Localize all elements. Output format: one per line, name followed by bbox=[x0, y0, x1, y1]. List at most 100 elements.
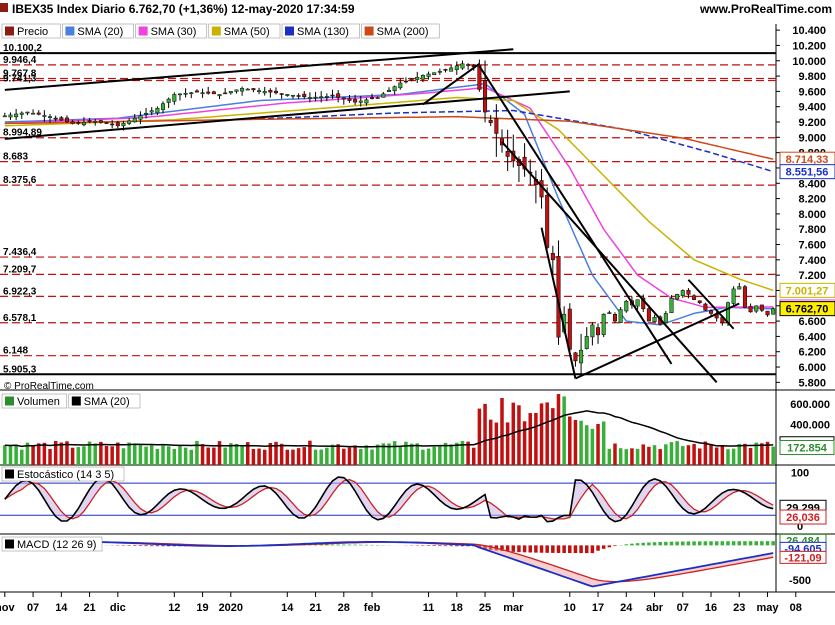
price-tick-label: 9.000 bbox=[798, 132, 826, 144]
volume-bar bbox=[399, 447, 403, 465]
price-tick-label: 7.600 bbox=[798, 240, 826, 252]
price-level-label: 7.436,4 bbox=[3, 247, 37, 258]
volume-bar bbox=[534, 413, 538, 465]
volume-bar bbox=[133, 445, 137, 465]
candle bbox=[625, 300, 629, 313]
price-tick-label: 9.400 bbox=[798, 102, 826, 114]
volume-bar bbox=[483, 404, 487, 465]
volume-bar bbox=[37, 443, 41, 465]
volume-bar bbox=[173, 449, 177, 465]
price-tick-label: 10.400 bbox=[792, 25, 826, 37]
volume-bar bbox=[167, 446, 171, 465]
volume-bar bbox=[99, 442, 103, 465]
volume-bar bbox=[608, 449, 612, 465]
price-level-label: 8.683 bbox=[3, 152, 28, 163]
macd-histogram-bar bbox=[432, 545, 436, 546]
price-level-label: 6.578,1 bbox=[3, 313, 37, 324]
volume-bar bbox=[506, 422, 510, 465]
volume-bar bbox=[625, 449, 629, 465]
price-level-label: 5.905,3 bbox=[3, 364, 37, 375]
macd-histogram-bar bbox=[726, 541, 730, 545]
volume-bar bbox=[190, 450, 194, 465]
x-tick-label: 23 bbox=[733, 602, 745, 614]
price-tick-label: 10.000 bbox=[792, 56, 826, 68]
volume-bar bbox=[602, 421, 606, 465]
chart-title: IBEX35 Index Diario 6.762,70 (+1,36%) 12… bbox=[12, 2, 355, 16]
volume-bar bbox=[370, 450, 374, 465]
price-tick-label: 7.800 bbox=[798, 224, 826, 236]
copyright-label: © ProRealTime.com bbox=[4, 381, 94, 392]
price-legend-item: SMA (30) bbox=[136, 24, 207, 38]
candle bbox=[743, 285, 747, 308]
volume-bar bbox=[692, 444, 696, 465]
volume-bar bbox=[410, 444, 414, 465]
svg-text:172.854: 172.854 bbox=[787, 442, 828, 454]
x-tick-label: 21 bbox=[83, 602, 95, 614]
price-tick-label: 6.000 bbox=[798, 362, 826, 374]
macd-histogram-bar bbox=[653, 542, 657, 545]
macd-histogram-bar bbox=[359, 545, 363, 546]
volume-bar bbox=[314, 450, 318, 465]
volume-bar bbox=[235, 444, 239, 465]
volume-bar bbox=[495, 423, 499, 465]
macd-histogram-bar bbox=[156, 545, 160, 546]
volume-bar bbox=[585, 425, 589, 465]
macd-histogram-bar bbox=[636, 543, 640, 545]
price-badge: 7.001,27 bbox=[780, 283, 835, 297]
volume-bar bbox=[195, 441, 199, 465]
price-legend-item: SMA (200) bbox=[362, 24, 440, 38]
volume-bar bbox=[286, 450, 290, 465]
volume-bar bbox=[771, 447, 775, 465]
volume-bar bbox=[291, 450, 295, 465]
volume-bar bbox=[263, 450, 267, 465]
volume-bar bbox=[704, 441, 708, 465]
macd-histogram-bar bbox=[675, 542, 679, 546]
volume-bar bbox=[551, 408, 555, 465]
volume-bar bbox=[749, 448, 753, 465]
macd-histogram-bar bbox=[133, 545, 137, 546]
price-badge: 8.714,33 bbox=[780, 152, 835, 166]
macd-histogram-bar bbox=[647, 542, 651, 545]
volume-bar bbox=[557, 394, 561, 465]
volume-bar bbox=[212, 448, 216, 465]
price-level-label: 8.375,6 bbox=[3, 175, 37, 186]
macd-histogram-bar bbox=[760, 541, 764, 545]
macd-histogram-bar bbox=[342, 545, 346, 546]
price-tick-label: 6.400 bbox=[798, 331, 826, 343]
price-level-label: 9.741,3 bbox=[3, 74, 37, 85]
svg-text:SMA (50): SMA (50) bbox=[224, 26, 270, 38]
volume-bar bbox=[359, 449, 363, 465]
volume-bar bbox=[568, 417, 572, 465]
volume-bar bbox=[297, 448, 301, 465]
volume-bar bbox=[664, 444, 668, 465]
macd-histogram-bar bbox=[438, 545, 442, 546]
price-level-label: 6.922,3 bbox=[3, 286, 37, 297]
volume-bar bbox=[139, 444, 143, 465]
price-level-label: 9.946,4 bbox=[3, 55, 37, 66]
stoch-badge: 26,036 bbox=[780, 510, 826, 524]
price-legend-item: SMA (130) bbox=[282, 24, 360, 38]
volume-bar bbox=[331, 445, 335, 465]
macd-histogram-bar bbox=[698, 541, 702, 545]
volume-bar bbox=[60, 443, 64, 465]
x-tick-label: 18 bbox=[451, 602, 463, 614]
x-tick-label: 24 bbox=[620, 602, 633, 614]
price-tick-label: 9.800 bbox=[798, 71, 826, 83]
volume-bar bbox=[421, 450, 425, 465]
macd-histogram-bar bbox=[444, 545, 448, 546]
x-tick-label: abr bbox=[646, 602, 664, 614]
volume-bar bbox=[206, 448, 210, 465]
macd-histogram-bar bbox=[608, 545, 612, 547]
macd-histogram-bar bbox=[596, 545, 600, 550]
volume-bar bbox=[579, 421, 583, 465]
macd-histogram-bar bbox=[766, 541, 770, 545]
price-tick-label: 8.200 bbox=[798, 194, 826, 206]
volume-bar bbox=[574, 420, 578, 465]
volume-bar bbox=[619, 448, 623, 465]
x-tick-label: 17 bbox=[592, 602, 604, 614]
candle bbox=[619, 307, 623, 323]
volume-bar bbox=[636, 449, 640, 465]
volume-bar bbox=[658, 449, 662, 465]
website-label[interactable]: www.ProRealTime.com bbox=[699, 2, 832, 16]
